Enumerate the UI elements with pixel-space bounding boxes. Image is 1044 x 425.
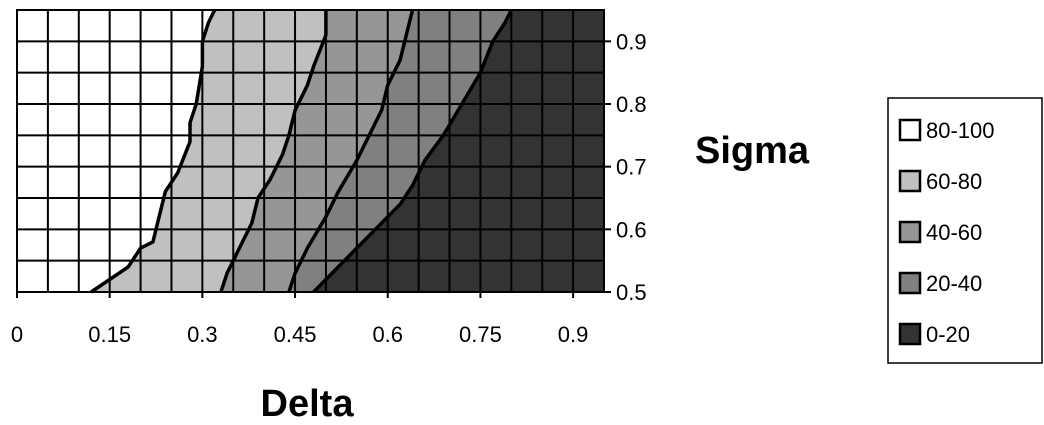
x-tick-label: 0.75 (459, 322, 502, 347)
legend-swatch (898, 220, 922, 244)
legend-swatch (898, 322, 922, 346)
legend-swatch (898, 271, 922, 295)
legend-label: 40-60 (926, 220, 982, 245)
contour-40 (287, 9, 415, 293)
region-80-100 (17, 10, 215, 292)
contour-lines (90, 9, 513, 294)
y-axis-ticks: 0.5 0.6 0.7 0.8 0.9 (604, 29, 647, 305)
legend: 80-100 60-80 40-60 20-40 0-20 (887, 97, 1043, 364)
x-tick-label: 0.3 (187, 322, 218, 347)
legend-label: 0-20 (926, 322, 970, 347)
x-axis-ticks: 0 0.15 0.3 0.45 0.6 0.75 0.9 (11, 292, 589, 347)
y-tick-label: 0.6 (616, 217, 647, 242)
y-tick-label: 0.7 (616, 155, 647, 180)
y-tick-label: 0.9 (616, 29, 647, 54)
x-tick-label: 0.45 (274, 322, 317, 347)
region-40-60 (220, 10, 413, 292)
contour-20 (312, 9, 513, 294)
x-tick-label: 0.6 (372, 322, 403, 347)
y-tick-label: 0.8 (616, 92, 647, 117)
x-tick-label: 0.15 (88, 322, 131, 347)
plot-frame (16, 9, 605, 293)
legend-label: 60-80 (926, 169, 982, 194)
y-axis-title: Sigma (695, 130, 810, 172)
x-axis-title: Delta (261, 383, 355, 425)
legend-swatch (898, 118, 922, 142)
x-tick-label: 0.9 (558, 322, 589, 347)
plot-fill-regions (17, 10, 604, 292)
plot-grid (17, 10, 604, 292)
legend-label: 80-100 (926, 118, 995, 143)
region-20-40 (288, 10, 512, 292)
x-tick-label: 0 (11, 322, 23, 347)
contour-60 (219, 10, 328, 293)
legend-label: 20-40 (926, 271, 982, 296)
region-0-20 (313, 10, 604, 292)
contour-80 (90, 9, 217, 294)
legend-swatch (898, 169, 922, 193)
y-tick-label: 0.5 (616, 280, 647, 305)
region-60-80 (91, 10, 326, 292)
